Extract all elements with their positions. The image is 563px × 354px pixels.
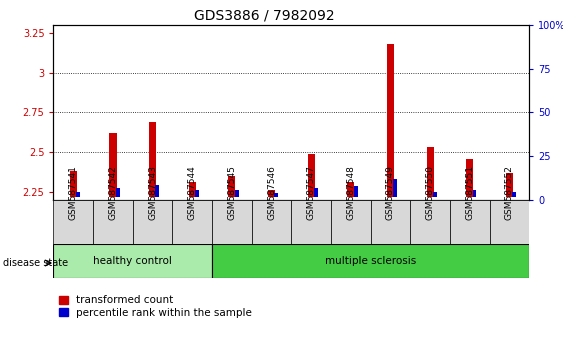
Bar [229, 176, 235, 197]
Text: GSM587547: GSM587547 [307, 165, 316, 220]
Bar [274, 193, 278, 197]
Text: GSM587546: GSM587546 [267, 165, 276, 220]
Bar [235, 190, 239, 197]
Bar [155, 184, 159, 197]
Bar [149, 122, 156, 197]
Bar [466, 159, 473, 197]
Bar [93, 200, 133, 244]
Bar [172, 200, 212, 244]
Bar [410, 200, 450, 244]
Bar [433, 192, 437, 197]
Text: GSM587552: GSM587552 [505, 165, 514, 220]
Bar [53, 200, 93, 244]
Bar [490, 200, 529, 244]
Bar [268, 190, 275, 197]
Bar [472, 190, 476, 197]
Text: healthy control: healthy control [93, 256, 172, 266]
Bar [212, 244, 529, 278]
Text: GSM587545: GSM587545 [227, 165, 236, 220]
Bar [53, 244, 212, 278]
Bar [292, 200, 331, 244]
Bar [314, 188, 318, 197]
Text: GSM587548: GSM587548 [346, 165, 355, 220]
Bar [370, 200, 410, 244]
Bar [393, 179, 397, 197]
Bar [116, 188, 120, 197]
Bar [506, 173, 513, 197]
Bar [189, 183, 196, 197]
Text: GSM587543: GSM587543 [148, 165, 157, 220]
Text: GSM587541: GSM587541 [69, 165, 78, 220]
Text: multiple sclerosis: multiple sclerosis [325, 256, 416, 266]
Bar [109, 133, 117, 197]
Text: GSM587542: GSM587542 [109, 165, 118, 220]
Legend: transformed count, percentile rank within the sample: transformed count, percentile rank withi… [59, 296, 252, 318]
Bar [195, 190, 199, 197]
Bar [427, 148, 434, 197]
Text: GSM587544: GSM587544 [187, 165, 196, 220]
Bar [387, 44, 394, 197]
Bar [512, 192, 516, 197]
Bar [354, 186, 358, 197]
Bar [307, 154, 315, 197]
Bar [133, 200, 172, 244]
Text: GDS3886 / 7982092: GDS3886 / 7982092 [194, 9, 335, 23]
Bar [252, 200, 292, 244]
Text: GSM587551: GSM587551 [465, 165, 474, 220]
Text: GSM587550: GSM587550 [426, 165, 435, 220]
Bar [212, 200, 252, 244]
Bar [331, 200, 370, 244]
Bar [450, 200, 490, 244]
Text: disease state: disease state [3, 258, 68, 268]
Text: GSM587549: GSM587549 [386, 165, 395, 220]
Bar [70, 171, 77, 197]
Bar [347, 183, 354, 197]
Bar [76, 192, 80, 197]
